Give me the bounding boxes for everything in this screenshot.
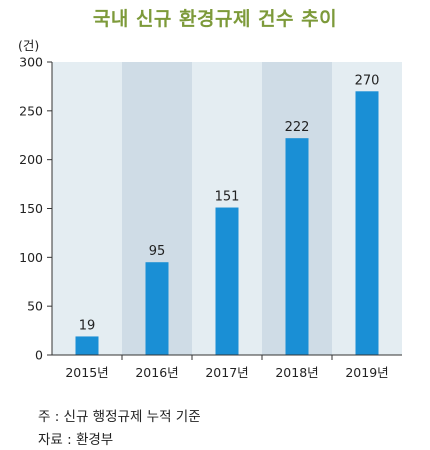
x-tick-label: 2015년 — [65, 365, 108, 380]
data-label: 222 — [285, 120, 310, 135]
x-tick-label: 2018년 — [275, 365, 318, 380]
bar — [75, 336, 99, 355]
data-label: 19 — [79, 318, 96, 333]
x-tick-label: 2019년 — [345, 365, 388, 380]
x-axis-ticks: 2015년 2016년 2017년 2018년 2019년 — [65, 355, 389, 380]
y-tick-label: 300 — [19, 55, 43, 70]
bar — [285, 138, 309, 355]
y-tick-label: 50 — [27, 299, 43, 314]
y-tick-label: 150 — [19, 201, 43, 216]
x-tick-label: 2016년 — [135, 365, 178, 380]
bar — [355, 91, 379, 356]
footnote-basis: 주 : 신규 행정규제 누적 기준 — [38, 409, 201, 425]
y-tick-label: 250 — [19, 103, 43, 118]
data-labels: 19 95 151 222 270 — [79, 73, 380, 333]
data-label: 270 — [355, 73, 380, 88]
category-band — [52, 62, 122, 355]
chart-title: 국내 신규 환경규제 건수 추이 — [92, 8, 338, 30]
data-label: 95 — [149, 244, 166, 259]
y-axis-ticks: 0 50 100 150 200 250 300 — [19, 55, 52, 363]
x-tick-label: 2017년 — [205, 365, 248, 380]
footnote-source: 자료 : 환경부 — [38, 432, 114, 448]
y-unit-label: (건) — [18, 38, 39, 53]
bar — [145, 262, 169, 355]
data-label: 151 — [215, 190, 240, 205]
y-tick-label: 0 — [35, 348, 43, 363]
y-tick-label: 100 — [19, 250, 43, 265]
y-tick-label: 200 — [19, 152, 43, 167]
bar-series — [75, 91, 379, 356]
bar — [215, 207, 239, 355]
